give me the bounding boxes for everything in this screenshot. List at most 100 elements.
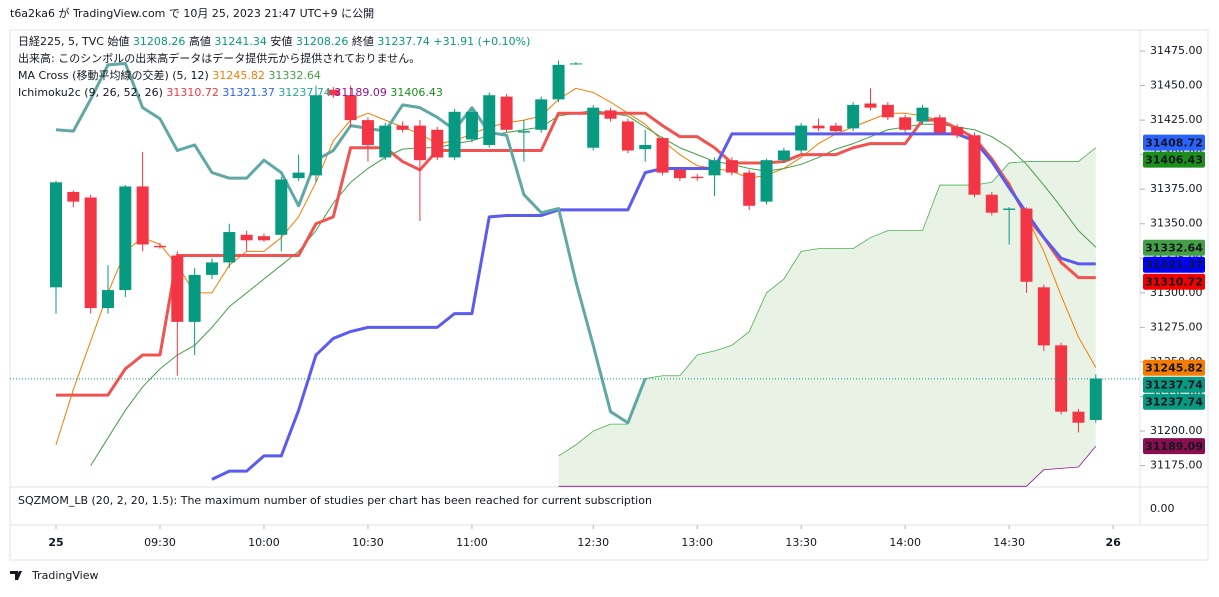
candle-body xyxy=(257,236,270,241)
y-tick-label: 31200.00 xyxy=(1150,424,1203,437)
candle-body xyxy=(413,125,426,161)
candle-body xyxy=(552,64,565,100)
legend-item: 始値 xyxy=(107,34,129,48)
x-tick-label: 12:30 xyxy=(577,536,609,549)
price-label: 31332.64 xyxy=(1145,242,1203,255)
candle-body xyxy=(899,117,912,130)
price-label-box xyxy=(1143,438,1205,455)
legend-item: 31241.34 xyxy=(214,35,267,48)
legend-line: 日経225, 5, TVC 始値 31208.26 高値 31241.34 安値… xyxy=(18,34,530,48)
candle-body xyxy=(829,125,842,132)
legend-item: MA Cross (移動平均線の交差) (5, 12) xyxy=(18,68,209,82)
candle-body xyxy=(396,125,409,130)
legend-item: 出来高: このシンボルの出来高データはデータ提供元から提供されておりません。 xyxy=(18,51,420,65)
price-label: 31245.82 xyxy=(1145,362,1203,375)
candle-body xyxy=(275,179,288,235)
candle-body xyxy=(517,131,530,133)
candle-body xyxy=(344,95,357,121)
candle-body xyxy=(847,104,860,129)
candle-body xyxy=(916,107,929,122)
candle-body xyxy=(309,95,322,176)
candle-body xyxy=(188,274,201,322)
candle-body xyxy=(535,99,548,130)
footer-logo: TradingView xyxy=(10,569,98,582)
candle-body xyxy=(604,110,617,119)
candle-body xyxy=(1089,378,1102,420)
price-label: 31408.72 xyxy=(1145,137,1203,150)
legend-item: 31321.37 xyxy=(222,86,275,99)
candle-body xyxy=(777,150,790,161)
price-label-box xyxy=(1143,376,1205,393)
x-tick-label: 25 xyxy=(48,536,63,549)
span-a-line xyxy=(558,147,1097,457)
legend-item: 31208.26 xyxy=(296,35,349,48)
candle-body xyxy=(171,255,184,322)
candle-body xyxy=(361,120,374,145)
legend-item: 日経225, 5, TVC xyxy=(18,35,104,48)
legend-item: 31189.09 xyxy=(334,86,387,99)
candle-body xyxy=(1072,411,1085,423)
candle-body xyxy=(136,186,149,245)
x-tick-label: 10:00 xyxy=(248,536,280,549)
candle-body xyxy=(812,125,825,129)
candle-body xyxy=(1037,287,1050,346)
candle-body xyxy=(292,172,305,179)
candle-body xyxy=(673,169,686,179)
footer-brand: TradingView xyxy=(31,569,98,582)
legend-line: Ichimoku2c (9, 26, 52, 26) 31310.72 3132… xyxy=(18,86,443,99)
price-label: 31237.74 xyxy=(1145,379,1203,392)
candle-body xyxy=(84,197,97,309)
price-label-box xyxy=(1143,359,1205,376)
price-label: 31406.43 xyxy=(1145,154,1203,167)
candle-body xyxy=(205,262,218,275)
price-label: 31310.72 xyxy=(1145,276,1203,289)
y-tick-label: 31475.00 xyxy=(1150,44,1203,57)
legend-item: 安値 xyxy=(270,34,292,48)
frame xyxy=(9,29,1209,561)
candle-body xyxy=(483,95,496,145)
y-tick-label: 31275.00 xyxy=(1150,320,1203,333)
x-tick-label: 11:00 xyxy=(456,536,488,549)
candle-body xyxy=(881,104,894,118)
candle-body xyxy=(50,182,62,288)
legend-item: 31237.74 xyxy=(278,86,331,99)
candle-body xyxy=(327,89,340,96)
candle-body xyxy=(951,127,964,136)
legend-item: 31310.72 xyxy=(166,86,219,99)
candle-body xyxy=(500,96,513,130)
candle-body xyxy=(1003,208,1016,210)
legend-item: 高値 xyxy=(189,34,211,48)
candle-body xyxy=(691,176,704,179)
candle-body xyxy=(795,125,808,151)
price-label: 31189.09 xyxy=(1145,440,1203,453)
candle-body xyxy=(985,194,998,213)
price-label-box xyxy=(1143,393,1205,410)
x-tick-label: 13:00 xyxy=(681,536,713,549)
indicator-line xyxy=(211,132,1096,481)
candle-body xyxy=(1020,208,1033,282)
candle-body xyxy=(431,129,444,158)
candle-body xyxy=(864,103,877,108)
price-label-box xyxy=(1143,273,1205,290)
y-tick-label: 31450.00 xyxy=(1150,79,1203,92)
candle-body xyxy=(587,107,600,148)
x-tick-label: 14:30 xyxy=(993,536,1025,549)
candle-body xyxy=(101,290,114,309)
candle-body xyxy=(933,117,946,133)
candle-body xyxy=(67,191,80,202)
y-tick-label: 31375.00 xyxy=(1150,182,1203,195)
candle-body xyxy=(569,63,582,65)
candle-body xyxy=(1055,345,1068,412)
candle-body xyxy=(968,135,981,195)
price-label-box xyxy=(1143,134,1205,151)
price-label: 31321.37 xyxy=(1145,259,1203,272)
lower-pane-text: SQZMOM_LB (20, 2, 20, 1.5): The maximum … xyxy=(18,494,652,507)
candle-body xyxy=(223,232,236,263)
candle-body xyxy=(760,160,773,202)
candle-body xyxy=(465,111,478,140)
legend-item: Ichimoku2c (9, 26, 52, 26) xyxy=(18,86,163,99)
cloud-fill xyxy=(558,147,1096,487)
candle-body xyxy=(621,121,634,151)
